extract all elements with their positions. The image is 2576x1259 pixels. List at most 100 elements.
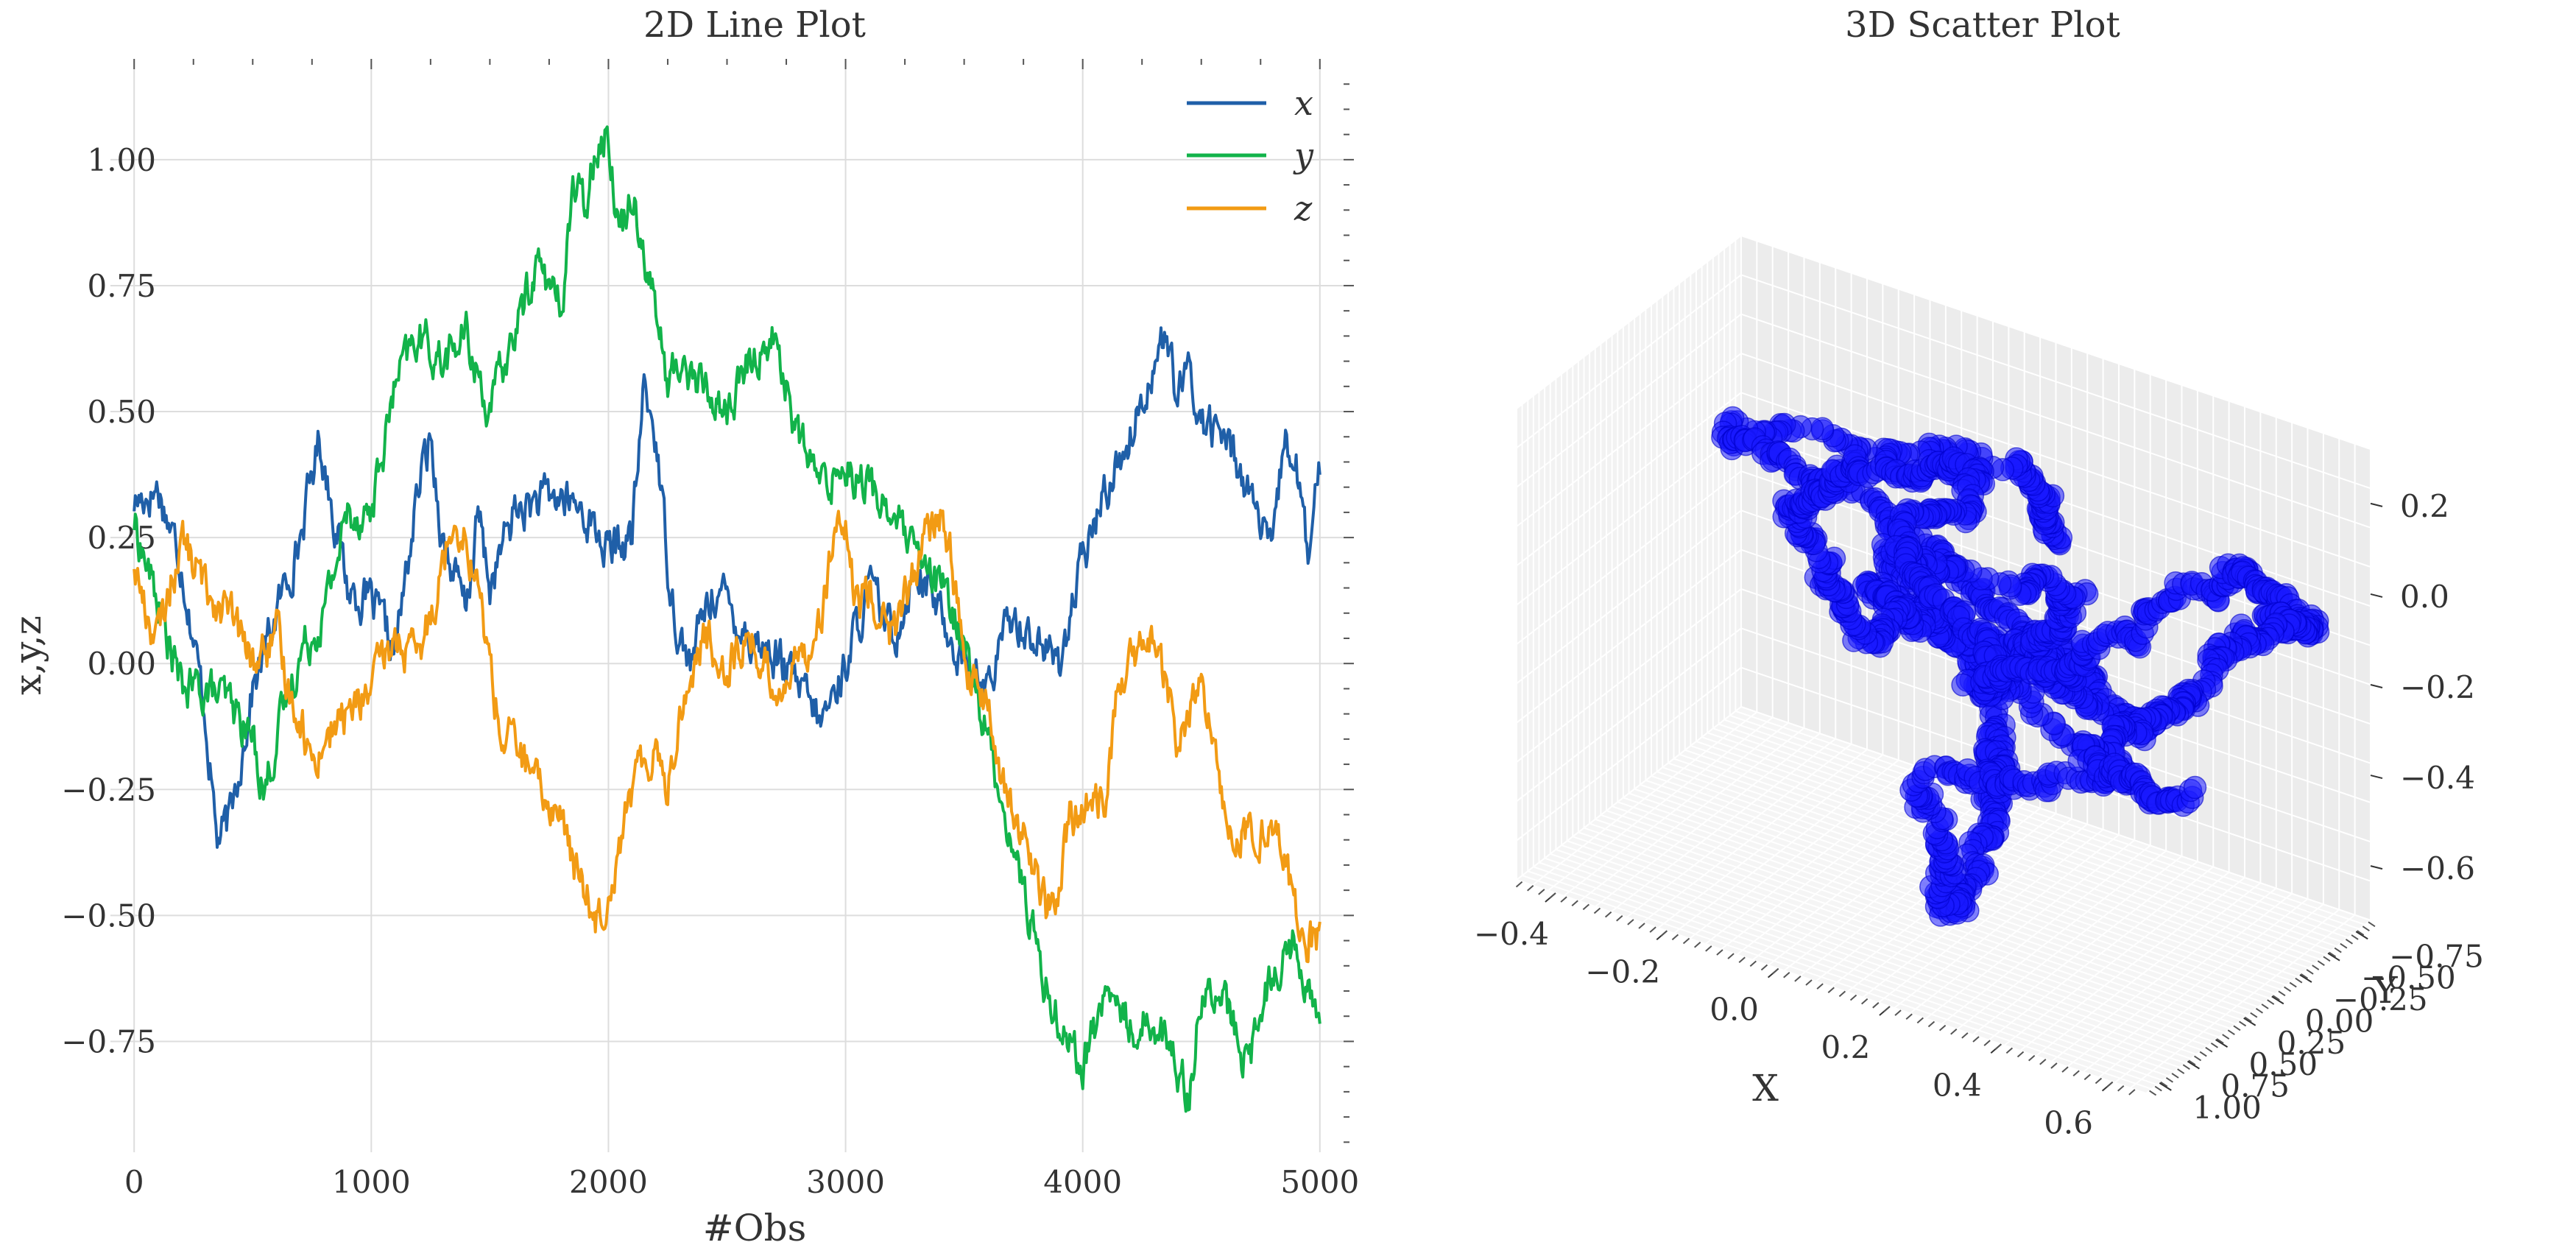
x-tick-label: 0.2 — [1821, 1029, 1871, 1065]
floor-gridline — [1729, 714, 2360, 930]
y-minor-tick — [2233, 1025, 2241, 1031]
x-minor-tick — [2128, 1089, 2136, 1096]
floor-gridline — [1941, 850, 2167, 1025]
x-minor-tick — [1783, 971, 1790, 978]
x-tick-label: 0.6 — [2044, 1105, 2093, 1141]
y-tick-label: −0.75 — [2389, 938, 2484, 974]
y-tick-label: −0.50 — [2361, 960, 2456, 996]
wall-gridline — [1740, 313, 2371, 529]
z-tick-mark — [2370, 775, 2383, 780]
wall-gridline — [1516, 313, 1742, 488]
series-line-z — [133, 509, 1321, 964]
x-minor-tick — [2016, 1051, 2025, 1058]
x-minor-tick — [1549, 892, 1556, 899]
wall-gridline — [1740, 706, 2371, 921]
scatter-3d-points — [1711, 406, 2330, 927]
x-minor-tick — [1682, 937, 1690, 945]
wall-gridline — [1516, 627, 1742, 803]
y-tick-label: 0.00 — [2305, 1003, 2374, 1039]
z-tick-mark — [2370, 684, 2383, 688]
x-minor-tick — [1571, 900, 1578, 906]
scatter-3d-axis-ticks: −0.4−0.20.00.20.40.6−0.75−0.50−0.250.000… — [1474, 488, 2484, 1141]
wall-gridline — [1516, 235, 1742, 409]
y-tick-mark — [2215, 1039, 2229, 1048]
floor-gridline — [2035, 882, 2261, 1057]
x-minor-tick — [1694, 941, 1701, 948]
x-minor-tick — [1738, 956, 1746, 963]
wall-gridline — [1516, 706, 1742, 881]
line-plot-ylabel: x,y,z — [7, 616, 49, 695]
wall-gridline — [1740, 274, 2371, 490]
wall-gridline — [1516, 392, 1742, 567]
x-tick-label: 0.4 — [1933, 1067, 1982, 1103]
x-tick-label: 2000 — [569, 1164, 648, 1200]
x-minor-tick — [1905, 1013, 1913, 1020]
floor-gridline — [2114, 909, 2340, 1084]
wall-gridline — [1516, 549, 1742, 724]
x-minor-tick — [1582, 903, 1590, 911]
line-plot-axis-ticks: 0 1000 2000 3000 4000 5000 −0.75 −0.50 −0.25 0.00… — [61, 59, 1359, 1200]
x-minor-tick — [1794, 976, 1802, 982]
wall-gridline — [1516, 353, 1742, 527]
legend-label-x: x — [1294, 83, 1313, 123]
wall-gridline — [1516, 666, 1742, 842]
y-minor-tick — [2284, 986, 2292, 992]
y-tick-label: −0.50 — [61, 897, 156, 934]
y-tick-label: 0.25 — [87, 520, 156, 556]
line-plot-xlabel: #Obs — [703, 1207, 807, 1249]
y-minor-tick — [2171, 1073, 2179, 1079]
y-minor-tick — [2244, 1016, 2252, 1023]
x-minor-tick — [1538, 889, 1545, 895]
y-tick-mark — [2299, 974, 2312, 983]
floor-gridline — [1878, 828, 2104, 1004]
floor-gridline — [2082, 898, 2309, 1073]
wall-gridline — [1740, 235, 2371, 450]
floor-gridline — [1707, 732, 2337, 948]
x-minor-tick — [1527, 884, 1534, 892]
legend-label-z: z — [1294, 188, 1313, 228]
y-minor-tick — [2278, 990, 2286, 997]
x-minor-tick — [1604, 911, 1612, 918]
x-minor-tick — [1805, 979, 1813, 986]
x-minor-tick — [1760, 964, 1768, 971]
x-minor-tick — [1638, 923, 1645, 929]
line-plot-legend: x y z — [1187, 83, 1314, 228]
x-minor-tick — [1894, 1009, 1902, 1016]
x-minor-tick — [1838, 990, 1846, 998]
y-minor-tick — [2345, 939, 2354, 945]
x-minor-tick — [1861, 998, 1869, 1005]
x-minor-tick — [1849, 994, 1857, 1001]
x-minor-tick — [1938, 1024, 1947, 1031]
y-minor-tick — [2334, 947, 2342, 953]
y-minor-tick — [2323, 956, 2331, 962]
wall-gridline — [1516, 588, 1742, 763]
floor-gridline — [1684, 749, 2315, 964]
x-minor-tick — [2083, 1073, 2091, 1081]
x-minor-tick — [1883, 1006, 1891, 1012]
y-tick-label: 0.75 — [87, 268, 156, 304]
x-minor-tick — [1593, 907, 1601, 914]
x-tick-label: 5000 — [1280, 1164, 1359, 1200]
z-tick-mark — [2370, 593, 2383, 598]
y-tick-mark — [2327, 952, 2340, 962]
line-plot-title: 2D Line Plot — [643, 4, 866, 46]
y-tick-label: −0.25 — [2333, 981, 2428, 1018]
y-minor-tick — [2261, 1004, 2269, 1009]
y-tick-label: 0.75 — [2220, 1068, 2290, 1104]
z-tick-label: −0.6 — [2400, 850, 2475, 886]
y-tick-label: 0.00 — [87, 646, 156, 682]
floor-gridline — [2019, 877, 2245, 1051]
y-minor-tick — [2188, 1059, 2196, 1066]
floor-gridline — [1718, 723, 2349, 939]
x-minor-tick — [1716, 949, 1723, 956]
y-minor-tick — [2205, 1046, 2213, 1053]
y-minor-tick — [2149, 1090, 2157, 1096]
x-minor-tick — [1872, 1002, 1880, 1009]
z-tick-label: 0.2 — [2400, 488, 2449, 524]
x-tick-label: 0.0 — [1709, 992, 1759, 1028]
z-tick-label: 0.0 — [2400, 579, 2449, 615]
floor-gridline — [2051, 887, 2277, 1062]
y-minor-tick — [2154, 1085, 2162, 1092]
floor-gridline — [1712, 727, 2343, 943]
wall-gridline — [1740, 353, 2371, 568]
